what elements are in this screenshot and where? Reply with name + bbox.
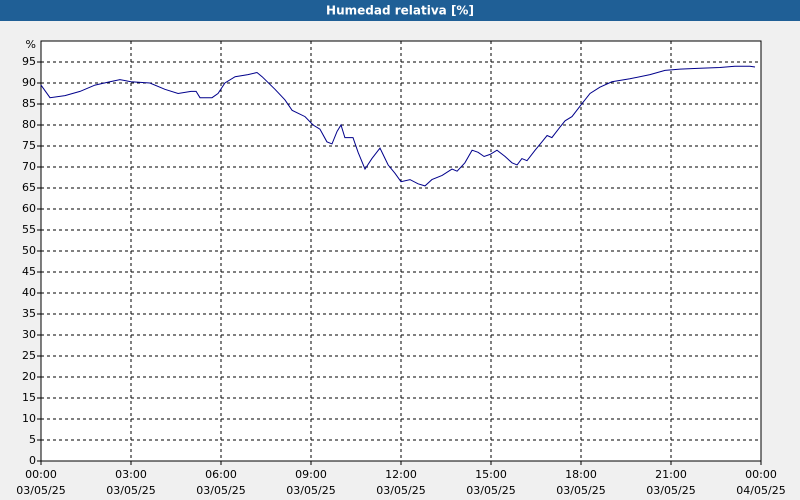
y-tick-label: 20 bbox=[22, 370, 36, 383]
x-tick-date: 03/05/25 bbox=[646, 484, 695, 497]
x-tick-date: 03/05/25 bbox=[466, 484, 515, 497]
y-tick-label: 55 bbox=[22, 223, 36, 236]
y-tick-label: 80 bbox=[22, 118, 36, 131]
y-tick-label: 40 bbox=[22, 286, 36, 299]
y-tick-label: 60 bbox=[22, 202, 36, 215]
y-tick-label: 70 bbox=[22, 160, 36, 173]
y-unit: % bbox=[26, 38, 36, 51]
x-tick-date: 03/05/25 bbox=[106, 484, 155, 497]
x-tick-date: 03/05/25 bbox=[286, 484, 335, 497]
x-tick-label: 12:00 bbox=[385, 468, 417, 481]
y-tick-label: 85 bbox=[22, 97, 36, 110]
y-tick-label: 0 bbox=[29, 454, 36, 467]
x-tick-label: 00:00 bbox=[25, 468, 57, 481]
y-tick-label: 15 bbox=[22, 391, 36, 404]
x-tick-label: 18:00 bbox=[565, 468, 597, 481]
y-tick-label: 30 bbox=[22, 328, 36, 341]
y-tick-label: 50 bbox=[22, 244, 36, 257]
x-tick-label: 00:00 bbox=[745, 468, 777, 481]
chart-title: Humedad relativa [%] bbox=[326, 4, 474, 18]
y-tick-label: 25 bbox=[22, 349, 36, 362]
x-tick-label: 15:00 bbox=[475, 468, 507, 481]
y-tick-label: 5 bbox=[29, 433, 36, 446]
y-tick-label: 45 bbox=[22, 265, 36, 278]
y-tick-label: 90 bbox=[22, 76, 36, 89]
x-tick-date: 03/05/25 bbox=[376, 484, 425, 497]
x-tick-date: 03/05/25 bbox=[556, 484, 605, 497]
y-tick-label: 35 bbox=[22, 307, 36, 320]
x-tick-date: 03/05/25 bbox=[16, 484, 65, 497]
x-tick-label: 09:00 bbox=[295, 468, 327, 481]
x-tick-label: 06:00 bbox=[205, 468, 237, 481]
x-tick-label: 03:00 bbox=[115, 468, 147, 481]
y-tick-label: 10 bbox=[22, 412, 36, 425]
x-tick-date: 04/05/25 bbox=[736, 484, 785, 497]
x-tick-date: 03/05/25 bbox=[196, 484, 245, 497]
line-series bbox=[40, 65, 756, 187]
y-tick-label: 75 bbox=[22, 139, 36, 152]
x-tick-label: 21:00 bbox=[655, 468, 687, 481]
y-tick-label: 95 bbox=[22, 55, 36, 68]
title-bar bbox=[0, 0, 800, 21]
y-tick-label: 65 bbox=[22, 181, 36, 194]
